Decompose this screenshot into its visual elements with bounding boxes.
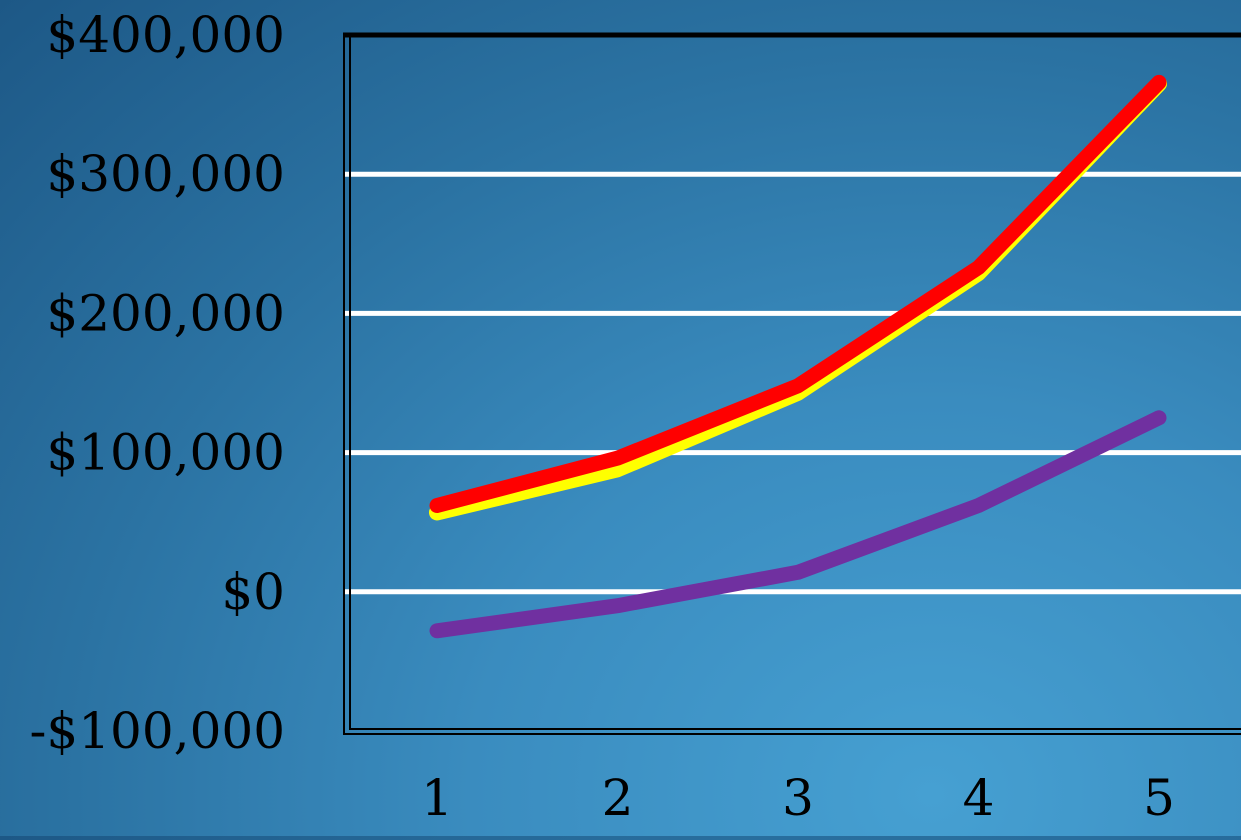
series-line-2 (429, 74, 1167, 513)
y-tick-label: $400,000 (46, 6, 285, 64)
x-tick-label: 4 (963, 769, 995, 827)
y-tick-label: $0 (221, 563, 285, 621)
y-tick-label: $200,000 (46, 284, 285, 342)
gridlines (345, 171, 1241, 595)
series-line-3 (429, 410, 1167, 639)
x-tick-label: 1 (421, 769, 453, 827)
x-axis-tick-labels: 1 2 3 4 5 (421, 769, 1175, 827)
x-tick-label: 3 (782, 769, 814, 827)
series-line-1 (429, 75, 1167, 521)
x-tick-label: 2 (602, 769, 634, 827)
y-axis-tick-labels: $400,000 $300,000 $200,000 $100,000 $0 -$100,… (30, 6, 285, 760)
x-tick-label: 5 (1143, 769, 1175, 827)
series-lines (429, 74, 1167, 639)
y-tick-label: $300,000 (46, 145, 285, 203)
plot-frame (343, 32, 1241, 735)
y-tick-label: -$100,000 (30, 702, 285, 760)
y-tick-label: $100,000 (46, 424, 285, 482)
